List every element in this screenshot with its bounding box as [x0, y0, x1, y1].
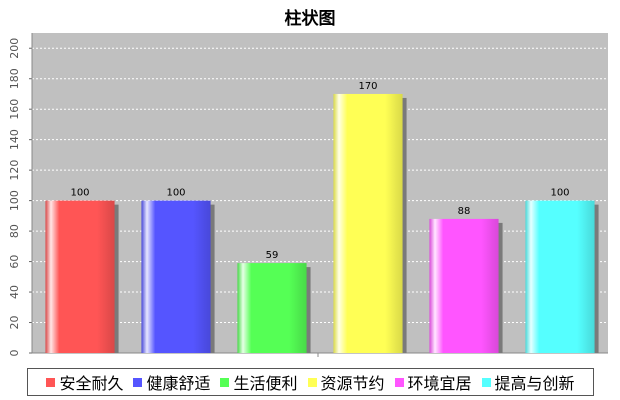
- legend-label: 安全耐久: [59, 374, 124, 393]
- legend-label: 资源节约: [320, 374, 385, 393]
- data-labels: 100 100 59 170 88 100: [70, 81, 569, 261]
- data-label: 88: [458, 206, 471, 217]
- data-label: 100: [70, 188, 89, 199]
- legend-swatch: [46, 377, 56, 387]
- y-tick-label: 100: [8, 190, 21, 211]
- bar: [45, 200, 115, 353]
- legend-item: 安全耐久: [46, 370, 123, 394]
- y-tick-label: 80: [8, 224, 21, 238]
- legend-swatch: [481, 377, 491, 387]
- legend-item: 健康舒适: [133, 370, 210, 394]
- legend-label: 生活便利: [233, 374, 298, 393]
- legend-label: 提高与创新: [494, 374, 575, 393]
- legend-swatch: [220, 377, 230, 387]
- y-tick-label: 200: [8, 38, 21, 59]
- y-tick-label: 180: [8, 68, 21, 89]
- legend-item: 环境宜居: [394, 370, 472, 394]
- data-label: 59: [266, 250, 279, 261]
- legend-label: 环境宜居: [407, 374, 472, 393]
- bar: [525, 200, 595, 353]
- legend-item: 提高与创新: [481, 370, 575, 394]
- legend-swatch: [394, 377, 404, 387]
- bar: [237, 263, 307, 353]
- legend: 安全耐久 健康舒适 生活便利 资源节约 环境宜居 提高与创新: [27, 368, 594, 396]
- legend-item: 生活便利: [220, 370, 298, 394]
- axes: 0 20 40 60 80 100 120 140 160 180 200: [8, 33, 608, 357]
- legend-swatch: [307, 377, 317, 387]
- y-tick-label: 40: [8, 285, 21, 299]
- y-tick-label: 140: [8, 129, 21, 150]
- y-tick-label: 0: [8, 350, 21, 357]
- legend-item: 资源节约: [307, 370, 385, 394]
- grid-lines: [32, 47, 608, 324]
- bar: [333, 93, 403, 353]
- y-tick-label: 60: [8, 255, 21, 269]
- y-tick-label: 160: [8, 99, 21, 120]
- y-tick-label: 120: [8, 160, 21, 181]
- legend-label: 健康舒适: [146, 374, 211, 393]
- bar: [429, 218, 499, 353]
- y-tick-label: 20: [8, 316, 21, 330]
- data-label: 170: [358, 81, 377, 92]
- plot-area: [32, 33, 608, 353]
- legend-swatch: [133, 377, 143, 387]
- data-label: 100: [550, 188, 569, 199]
- data-label: 100: [166, 188, 185, 199]
- chart-title: 柱状图: [284, 9, 336, 29]
- bar: [141, 200, 211, 353]
- bars: [45, 93, 599, 353]
